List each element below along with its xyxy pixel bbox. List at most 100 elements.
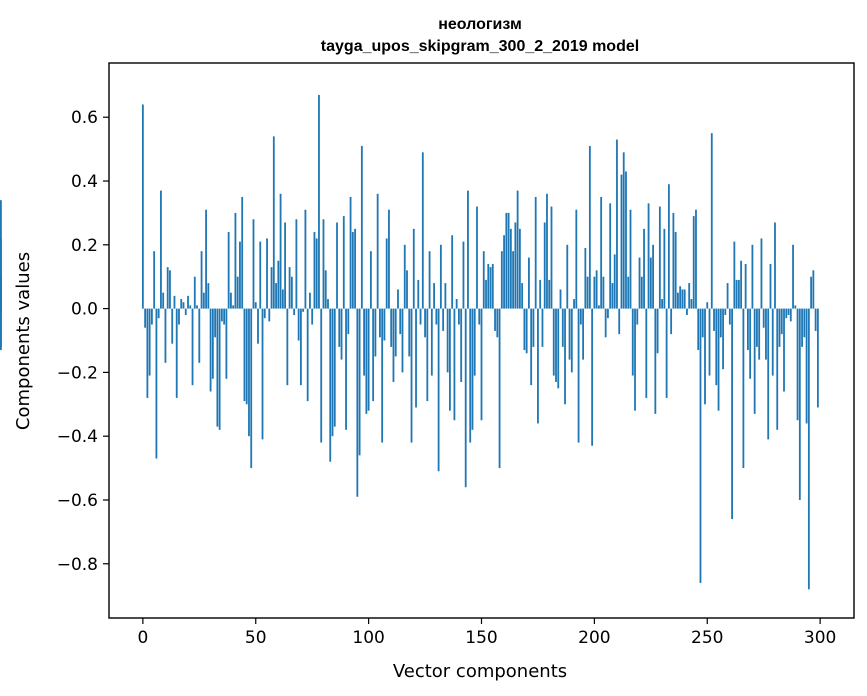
bar	[780, 308, 783, 335]
bar	[740, 260, 743, 309]
bar	[507, 212, 510, 309]
bar	[607, 308, 609, 319]
bar	[257, 308, 259, 344]
bar	[327, 299, 329, 309]
bar	[760, 238, 763, 309]
bar	[313, 232, 316, 309]
bar	[379, 308, 381, 338]
bar	[638, 257, 641, 309]
bar	[518, 228, 521, 309]
x-tick-label: 200	[578, 628, 610, 648]
bar	[360, 145, 363, 309]
bar	[595, 270, 598, 309]
bar	[293, 308, 296, 315]
bar	[751, 244, 754, 309]
bar	[146, 308, 149, 398]
bar	[272, 136, 275, 309]
bar	[345, 308, 347, 430]
bar	[591, 308, 594, 446]
bar	[649, 257, 652, 309]
bar	[347, 308, 350, 335]
bar	[744, 263, 747, 309]
bar	[783, 308, 785, 392]
bar	[376, 193, 379, 309]
bar	[724, 308, 727, 315]
bar	[625, 171, 627, 309]
bar	[586, 276, 589, 309]
bar	[672, 212, 675, 309]
bar	[261, 308, 264, 440]
bar	[622, 152, 625, 309]
bar	[708, 308, 711, 376]
bar	[248, 308, 250, 437]
bar	[814, 308, 817, 331]
bar	[0, 200, 2, 309]
bar	[496, 308, 499, 338]
bar	[160, 190, 162, 309]
bar	[726, 283, 729, 309]
bar	[701, 308, 704, 338]
bar	[762, 308, 765, 328]
bar	[157, 308, 160, 319]
bar	[406, 270, 408, 309]
y-axis-ticks: 0.6 0.4 0.2 0.0 −0.2 −0.4 −0.6 −0.8	[57, 108, 109, 575]
bar	[455, 299, 458, 309]
bar	[207, 283, 210, 309]
bar	[640, 276, 643, 309]
bar	[559, 289, 562, 309]
bar	[652, 244, 654, 309]
bar	[309, 292, 311, 309]
bar	[250, 308, 253, 469]
bar	[191, 308, 194, 386]
bar	[665, 308, 668, 398]
bar	[494, 308, 496, 331]
bar	[415, 308, 417, 408]
bar	[503, 235, 505, 309]
bar	[182, 302, 185, 309]
bar	[805, 308, 808, 424]
x-axis-ticks: 0 50 100 150 200 250 300	[137, 618, 836, 648]
x-tick-label: 150	[465, 628, 497, 648]
bar	[717, 308, 720, 411]
bar	[430, 308, 433, 376]
bar	[794, 305, 797, 309]
bar	[354, 228, 356, 309]
bar	[473, 308, 476, 376]
bar	[381, 308, 384, 443]
bar	[753, 308, 756, 414]
bar	[555, 308, 557, 382]
bar	[582, 308, 584, 360]
x-tick-label: 300	[804, 628, 836, 648]
bar	[196, 305, 198, 309]
bar	[417, 279, 420, 309]
bar	[458, 308, 460, 325]
bar	[254, 302, 257, 309]
bar	[333, 308, 336, 427]
bar	[658, 206, 661, 309]
bar	[225, 308, 228, 379]
bar	[597, 305, 600, 309]
bar	[674, 232, 677, 309]
bar	[715, 308, 718, 386]
bar	[266, 238, 268, 309]
bar	[670, 308, 673, 335]
bar	[397, 289, 399, 309]
x-axis-label: Vector components	[393, 661, 567, 682]
bar	[288, 267, 291, 309]
bar	[218, 308, 221, 430]
bar	[742, 308, 745, 469]
bar	[243, 308, 246, 402]
bar	[162, 292, 165, 309]
bar	[600, 196, 603, 309]
bar	[349, 196, 352, 309]
bar	[778, 308, 781, 347]
bar	[399, 308, 402, 335]
bar	[200, 251, 203, 309]
bar	[525, 308, 528, 354]
bar	[437, 308, 440, 472]
bar	[365, 308, 368, 414]
bar	[728, 308, 731, 325]
bar	[758, 308, 761, 360]
bar	[369, 251, 372, 309]
